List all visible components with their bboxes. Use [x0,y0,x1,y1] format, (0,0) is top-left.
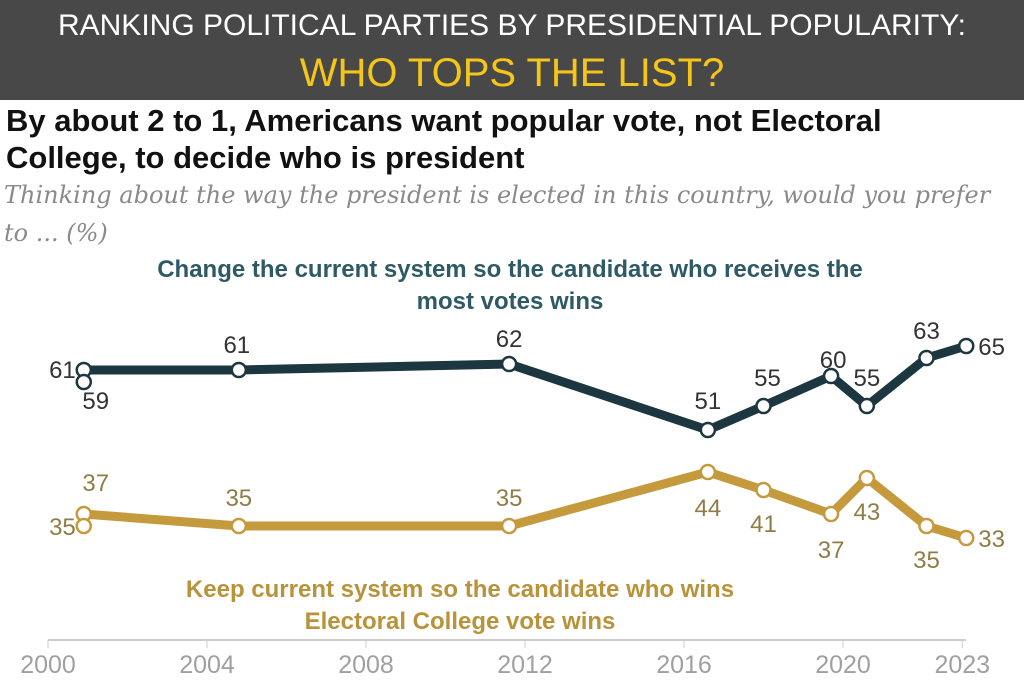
legend-keep-system: Keep current system so the candidate who… [185,576,735,635]
x-tick-label: 2012 [497,651,553,679]
data-point [822,505,840,523]
data-point [957,337,975,355]
banner-subheadline: WHO TOPS THE LIST? [299,51,725,95]
x-tick-label: 2008 [338,651,394,679]
data-point [75,517,93,535]
x-tick-label: 2016 [656,651,712,679]
series-line-1 [83,467,968,543]
data-label: 60 [820,347,847,374]
data-point [500,355,518,373]
data-label: 35 [225,485,252,512]
data-point [755,397,772,415]
data-label: 37 [818,537,845,564]
data-label: 61 [223,332,250,359]
data-label: 51 [694,388,721,415]
data-label: 43 [853,499,880,526]
data-label: 33 [978,526,1005,553]
data-point [230,517,248,535]
data-point [858,397,876,415]
data-label: 55 [853,365,880,392]
data-label: 35 [49,514,76,541]
data-point [699,463,717,481]
data-label: 35 [496,485,523,512]
data-label: 35 [913,547,940,574]
data-label: 41 [750,511,777,538]
x-tick-label: 2023 [934,651,990,679]
legend-change-system: Change the current system so the candida… [157,256,863,315]
data-point [230,361,248,379]
data-label: 65 [978,334,1005,361]
chart-subtitle: Thinking about the way the president is … [4,181,991,247]
data-label: 59 [82,388,109,415]
data-point [500,517,518,535]
x-tick-label: 2004 [179,651,235,679]
data-point [918,517,935,535]
data-label: 55 [754,365,781,392]
headline-banner: RANKING POLITICAL PARTIES BY PRESIDENTIA… [0,0,1024,100]
data-point [858,469,876,487]
data-point [918,349,935,367]
data-label: 44 [694,495,721,522]
data-label: 62 [496,326,523,353]
data-point [75,373,93,391]
x-tick-label: 2000 [20,651,76,679]
chart-title: By about 2 to 1, Americans want popular … [6,103,882,175]
data-point [699,421,717,439]
data-label: 37 [82,470,109,497]
data-point [822,367,840,385]
data-label: 63 [913,318,940,345]
banner-headline: RANKING POLITICAL PARTIES BY PRESIDENTIA… [57,9,967,42]
data-label: 61 [49,357,76,384]
data-point [957,529,975,547]
x-tick-label: 2020 [815,651,871,679]
data-point [755,481,772,499]
